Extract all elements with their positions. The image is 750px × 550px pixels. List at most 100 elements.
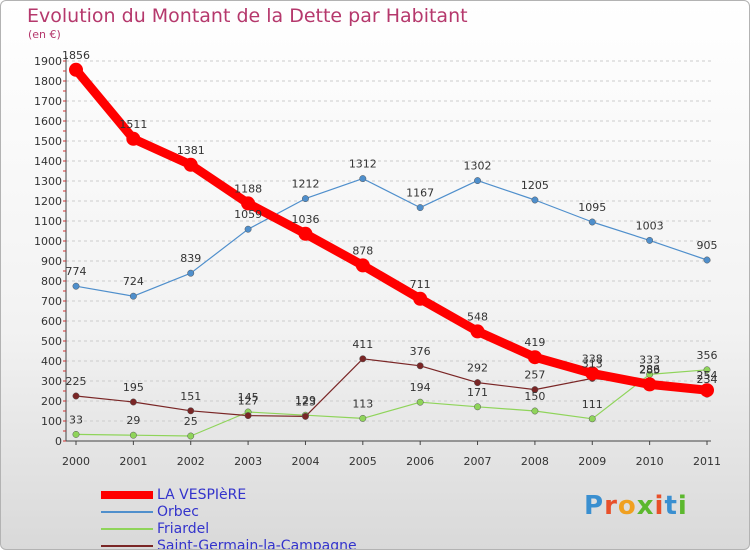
y-tick-label: 1400	[34, 155, 62, 168]
data-label: 878	[352, 244, 373, 257]
data-label: 1511	[119, 118, 147, 131]
data-point	[126, 131, 141, 146]
x-tick-label: 2009	[578, 455, 606, 468]
series-line-saint-germain-la-campagne	[75, 358, 708, 417]
x-tick-label: 2007	[464, 455, 492, 468]
y-tick-label: 1900	[34, 55, 62, 68]
y-tick-label: 400	[41, 355, 62, 368]
data-label: 1003	[636, 219, 664, 232]
data-label: 548	[467, 310, 488, 323]
data-point	[187, 269, 195, 277]
data-label: 905	[697, 239, 718, 252]
y-tick-label: 0	[55, 435, 62, 448]
data-label-layer: 774 724 839 1059 1212 1312 1167 1302 1205 1095 100…	[62, 49, 718, 428]
data-label: 127	[238, 395, 259, 408]
data-label: 333	[639, 353, 660, 366]
x-tick-label: 2006	[406, 455, 434, 468]
data-label: 254	[697, 369, 718, 382]
data-point	[413, 291, 428, 306]
data-label: 1381	[177, 144, 205, 157]
data-point	[355, 258, 370, 273]
legend-item: LA VESPIèRE	[101, 486, 357, 503]
axis-layer: 0 100 200 300 400 500 600 700 800 900 1000 1100 1200…	[34, 55, 721, 468]
logo-letter: x	[636, 491, 655, 521]
data-label: 151	[180, 390, 201, 403]
legend-label: Orbec	[157, 503, 199, 520]
logo-letter: i	[654, 491, 665, 521]
data-label: 724	[123, 275, 144, 288]
x-tick-label: 2005	[349, 455, 377, 468]
data-label: 234	[697, 373, 718, 386]
y-tick-label: 100	[41, 415, 62, 428]
data-label: 113	[352, 397, 373, 410]
data-label: 123	[295, 395, 316, 408]
data-label: 1302	[464, 160, 492, 173]
series-line-friardel	[75, 369, 708, 437]
data-point	[474, 379, 481, 387]
data-point	[187, 432, 195, 440]
data-label: 376	[410, 345, 431, 358]
x-tick-label: 2008	[521, 455, 549, 468]
y-tick-label: 1600	[34, 115, 62, 128]
data-point	[531, 196, 539, 204]
data-label: 195	[123, 381, 144, 394]
data-label: 1856	[62, 49, 90, 62]
series-line-la-vespi-re	[72, 66, 708, 395]
data-point	[585, 366, 600, 381]
data-point	[474, 177, 481, 185]
legend-item: Friardel	[101, 520, 357, 537]
data-label: 194	[410, 381, 431, 394]
y-tick-label: 600	[41, 315, 62, 328]
data-point	[416, 398, 424, 406]
data-label: 356	[697, 349, 718, 362]
chart-title: Evolution du Montant de la Dette par Hab…	[27, 5, 468, 27]
data-label: 419	[524, 336, 545, 349]
y-tick-label: 300	[41, 375, 62, 388]
data-label: 338	[582, 352, 603, 365]
data-point	[244, 225, 252, 233]
legend-swatch	[101, 544, 153, 547]
data-point	[359, 355, 367, 363]
data-point	[474, 403, 481, 411]
data-point	[359, 175, 367, 183]
data-point	[700, 383, 714, 398]
logo-letter: o	[617, 491, 637, 521]
data-label: 1095	[578, 201, 606, 214]
y-tick-label: 1200	[34, 195, 62, 208]
logo-letter: i	[677, 491, 688, 521]
logo-letter: r	[604, 491, 618, 521]
data-label: 1205	[521, 179, 549, 192]
series-layer	[69, 62, 714, 440]
y-tick-label: 1800	[34, 75, 62, 88]
data-label: 33	[69, 413, 83, 426]
x-tick-label: 2003	[234, 455, 262, 468]
data-point	[359, 414, 367, 422]
data-label: 774	[66, 265, 87, 278]
data-point	[129, 398, 137, 406]
data-point	[416, 362, 424, 370]
y-tick-label: 1100	[34, 215, 62, 228]
y-tick-label: 800	[41, 275, 62, 288]
y-tick-label: 1500	[34, 135, 62, 148]
legend-swatch	[101, 490, 153, 499]
x-tick-label: 2000	[62, 455, 90, 468]
data-point	[470, 324, 485, 339]
data-point	[703, 256, 711, 264]
legend-swatch	[101, 527, 153, 530]
data-point	[703, 366, 711, 374]
data-label: 129	[295, 394, 316, 407]
data-point	[531, 386, 539, 394]
data-point	[183, 157, 198, 172]
data-label: 257	[524, 369, 545, 382]
data-point	[298, 226, 313, 241]
x-tick-label: 2011	[693, 455, 721, 468]
x-tick-label: 2010	[636, 455, 664, 468]
data-point	[642, 377, 657, 392]
data-point	[302, 195, 309, 203]
data-label: 145	[238, 391, 259, 404]
data-label: 286	[639, 363, 660, 376]
proxiti-logo: Proxiti	[584, 491, 688, 521]
data-label: 313	[582, 357, 603, 370]
